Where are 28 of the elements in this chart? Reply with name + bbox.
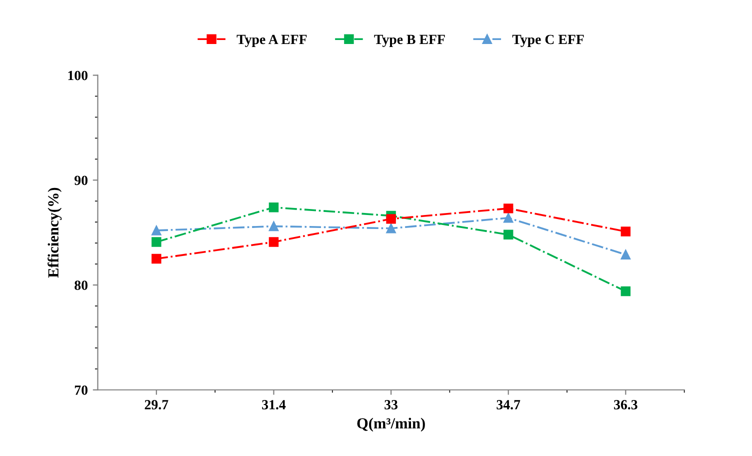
point bbox=[152, 237, 162, 247]
y-tick-label: 80 bbox=[74, 280, 88, 290]
y-tick-label: 90 bbox=[74, 176, 88, 186]
x-tick-label: 34.7 bbox=[496, 400, 520, 410]
legend-label: Type B EFF bbox=[374, 34, 445, 48]
point bbox=[152, 254, 162, 264]
point bbox=[620, 286, 631, 296]
x-tick-label: 36.3 bbox=[614, 400, 638, 410]
x-tick-label: 33 bbox=[384, 400, 398, 410]
legend-label: Type C EFF bbox=[512, 34, 584, 48]
point bbox=[503, 204, 514, 214]
point bbox=[620, 250, 631, 260]
point bbox=[152, 226, 162, 236]
point bbox=[268, 221, 279, 232]
point bbox=[268, 202, 279, 212]
point bbox=[620, 226, 631, 236]
point bbox=[386, 214, 396, 224]
y-tick-label: 70 bbox=[74, 385, 88, 395]
legend-label: Type A EFF bbox=[236, 34, 307, 48]
x-axis-title: Q(m³/min) bbox=[357, 418, 425, 432]
point bbox=[386, 224, 396, 234]
y-axis-title: Efficiency(%) bbox=[48, 188, 62, 278]
x-tick-label: 29.7 bbox=[144, 400, 168, 410]
point bbox=[503, 230, 514, 240]
x-tick-label: 31.4 bbox=[262, 400, 286, 410]
point bbox=[503, 213, 514, 223]
y-tick-label: 100 bbox=[68, 70, 88, 80]
point bbox=[268, 237, 279, 247]
